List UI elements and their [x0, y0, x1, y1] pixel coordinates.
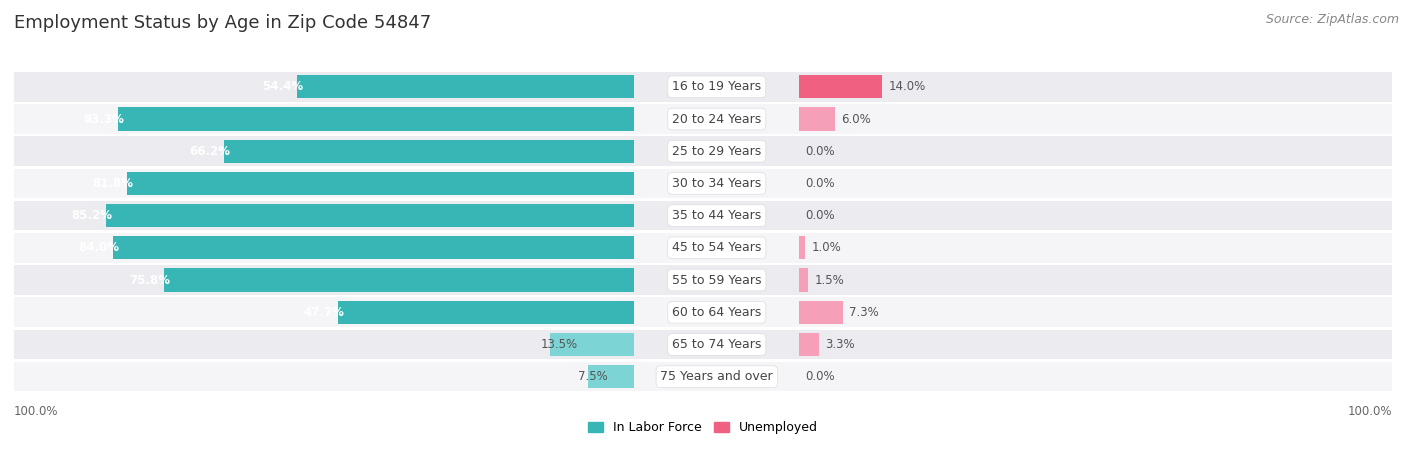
Text: 0.0%: 0.0% [806, 177, 835, 190]
Bar [207, 136, 1392, 166]
Bar [588, 365, 634, 388]
Bar [0, 104, 1406, 134]
Text: 100.0%: 100.0% [1347, 405, 1392, 418]
Text: 81.8%: 81.8% [93, 177, 134, 190]
Bar [224, 140, 634, 163]
Text: 20 to 24 Years: 20 to 24 Years [672, 112, 762, 126]
Bar [339, 301, 634, 324]
Text: 0.0%: 0.0% [806, 209, 835, 222]
Text: Source: ZipAtlas.com: Source: ZipAtlas.com [1265, 14, 1399, 27]
Text: 75.8%: 75.8% [129, 274, 170, 287]
Bar [14, 72, 1254, 102]
Bar [800, 301, 842, 324]
Bar [14, 233, 1254, 263]
Text: 1.0%: 1.0% [811, 241, 841, 254]
Bar [14, 297, 1254, 327]
Text: 35 to 44 Years: 35 to 44 Years [672, 209, 762, 222]
Bar [800, 75, 883, 99]
Bar [800, 333, 820, 356]
Bar [0, 136, 1406, 166]
Bar [550, 333, 634, 356]
Bar [14, 201, 1254, 230]
Text: 7.5%: 7.5% [578, 370, 607, 383]
Text: 84.0%: 84.0% [79, 241, 120, 254]
Text: 75 Years and over: 75 Years and over [661, 370, 773, 383]
Bar [800, 269, 808, 292]
Text: Employment Status by Age in Zip Code 54847: Employment Status by Age in Zip Code 548… [14, 14, 432, 32]
Bar [14, 136, 1254, 166]
Bar [14, 362, 1254, 392]
Text: 45 to 54 Years: 45 to 54 Years [672, 241, 762, 254]
Legend: In Labor Force, Unemployed: In Labor Force, Unemployed [583, 416, 823, 439]
Bar [207, 233, 1392, 263]
Bar [207, 330, 1392, 359]
Bar [0, 233, 1406, 263]
Bar [14, 330, 1254, 359]
Text: 60 to 64 Years: 60 to 64 Years [672, 306, 762, 319]
Bar [207, 104, 1392, 134]
Text: 7.3%: 7.3% [849, 306, 879, 319]
Bar [14, 265, 1254, 295]
Text: 3.3%: 3.3% [825, 338, 855, 351]
Bar [207, 72, 1392, 102]
Bar [105, 204, 634, 227]
Bar [0, 362, 1406, 392]
Bar [0, 297, 1406, 327]
Bar [0, 169, 1406, 198]
Bar [14, 169, 1254, 198]
Text: 6.0%: 6.0% [841, 112, 870, 126]
Bar [297, 75, 634, 99]
Bar [0, 265, 1406, 295]
Text: 65 to 74 Years: 65 to 74 Years [672, 338, 762, 351]
Bar [0, 201, 1406, 230]
Text: 0.0%: 0.0% [806, 145, 835, 158]
Bar [14, 104, 1254, 134]
Text: 25 to 29 Years: 25 to 29 Years [672, 145, 762, 158]
Bar [0, 72, 1406, 102]
Bar [207, 169, 1392, 198]
Text: 85.2%: 85.2% [72, 209, 112, 222]
Bar [207, 201, 1392, 230]
Bar [800, 236, 806, 260]
Text: 83.3%: 83.3% [83, 112, 124, 126]
Bar [800, 108, 835, 130]
Text: 30 to 34 Years: 30 to 34 Years [672, 177, 762, 190]
Bar [207, 265, 1392, 295]
Text: 1.5%: 1.5% [814, 274, 844, 287]
Text: 100.0%: 100.0% [14, 405, 59, 418]
Text: 47.7%: 47.7% [304, 306, 344, 319]
Text: 14.0%: 14.0% [889, 80, 925, 93]
Bar [114, 236, 634, 260]
Text: 54.4%: 54.4% [262, 80, 304, 93]
Text: 16 to 19 Years: 16 to 19 Years [672, 80, 761, 93]
Bar [118, 108, 634, 130]
Bar [0, 330, 1406, 359]
Text: 0.0%: 0.0% [806, 370, 835, 383]
Bar [165, 269, 634, 292]
Bar [207, 297, 1392, 327]
Bar [127, 172, 634, 195]
Text: 13.5%: 13.5% [541, 338, 578, 351]
Text: 55 to 59 Years: 55 to 59 Years [672, 274, 762, 287]
Text: 66.2%: 66.2% [188, 145, 229, 158]
Bar [207, 362, 1392, 392]
